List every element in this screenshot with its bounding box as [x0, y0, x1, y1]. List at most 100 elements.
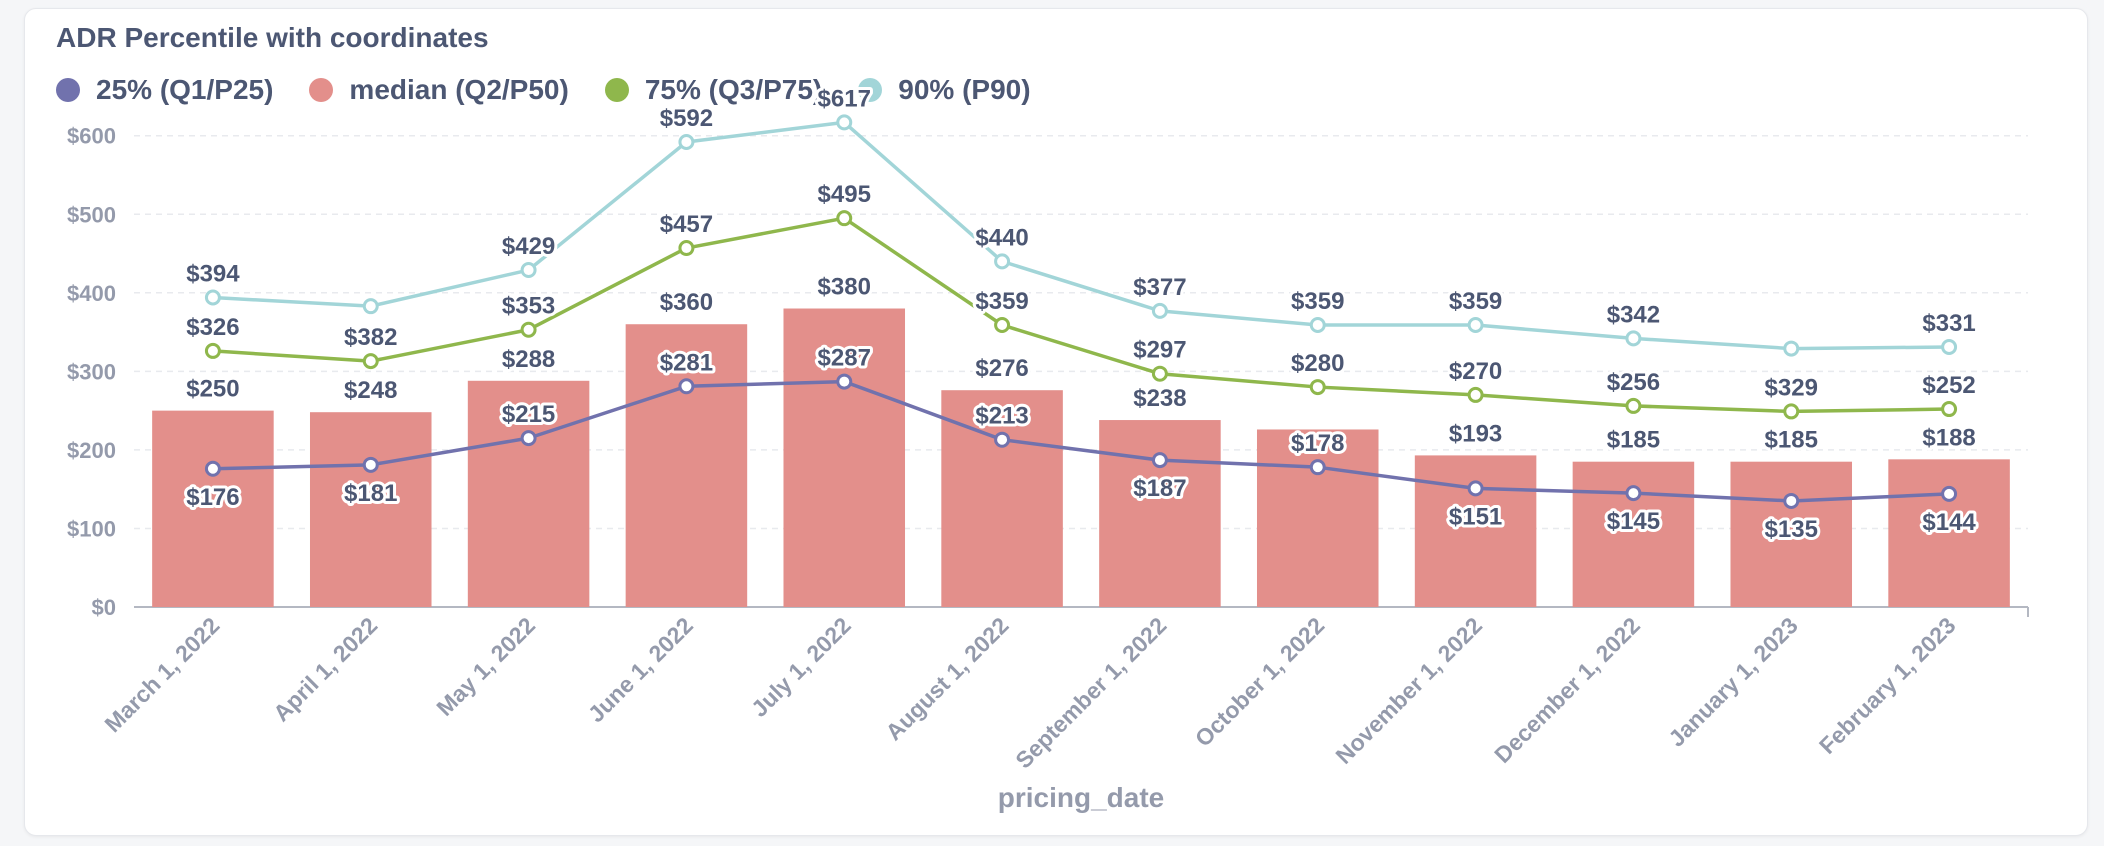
data-point[interactable]	[1783, 492, 1800, 509]
legend-item-p75[interactable]: 75% (Q3/P75)	[604, 74, 822, 106]
x-tick-label: January 1, 2023	[1663, 612, 1803, 752]
bar-value-label: $193	[1449, 420, 1502, 447]
legend-label-p90: 90% (P90)	[898, 74, 1031, 105]
data-point[interactable]	[1941, 401, 1958, 418]
p90-value-label: $359	[1449, 288, 1502, 315]
median-bar[interactable]	[783, 308, 906, 607]
data-point[interactable]	[836, 210, 853, 227]
data-point[interactable]	[1151, 302, 1168, 319]
legend-dot-p90	[858, 78, 883, 102]
p90-value-label: $592	[660, 105, 713, 132]
data-point[interactable]	[520, 262, 537, 279]
x-axis: March 1, 2022 April 1, 2022 May 1, 2022 Jun…	[99, 612, 1960, 773]
chart-title: ADR Percentile with coordinates	[56, 22, 489, 53]
median-bar[interactable]	[309, 412, 432, 607]
p90-value-label: $377	[1133, 274, 1186, 301]
p90-value-label: $342	[1607, 301, 1660, 328]
x-tick-label: July 1, 2022	[746, 612, 856, 722]
p75-value-label: $329	[1765, 374, 1818, 401]
data-point[interactable]	[1309, 317, 1326, 334]
bar-value-label: $250	[186, 376, 239, 403]
y-tick-label: $200	[67, 438, 116, 463]
bar-value-label: $288	[502, 346, 555, 373]
x-tick-label: November 1, 2022	[1330, 612, 1487, 769]
data-point[interactable]	[362, 353, 379, 370]
data-point[interactable]	[362, 456, 379, 473]
data-point[interactable]	[1941, 339, 1958, 356]
p25-value-label: $151	[1449, 503, 1502, 530]
p90-value-label: $429	[502, 233, 555, 260]
x-tick-label: August 1, 2022	[880, 612, 1013, 745]
data-point[interactable]	[1151, 365, 1168, 382]
data-point[interactable]	[1625, 397, 1642, 414]
y-axis: $0 $100 $200 $300 $400 $500 $600	[67, 124, 2029, 620]
x-axis-title: pricing_date	[998, 782, 1164, 813]
x-tick-label: April 1, 2022	[268, 612, 382, 726]
x-tick-label: September 1, 2022	[1010, 612, 1171, 773]
data-point[interactable]	[1941, 485, 1958, 502]
legend-label-median: median (Q2/P50)	[349, 74, 569, 105]
data-point[interactable]	[678, 133, 695, 150]
data-point[interactable]	[1783, 340, 1800, 357]
series-line	[212, 379, 1950, 503]
legend: 25% (Q1/P25) median (Q2/P50) 75% (Q3/P75…	[56, 74, 1067, 106]
median-bar[interactable]	[1099, 420, 1221, 607]
median-bar[interactable]	[1888, 459, 2010, 607]
data-point[interactable]	[204, 342, 221, 359]
data-point[interactable]	[994, 317, 1011, 334]
data-point[interactable]	[1151, 452, 1168, 469]
data-labels: $250 $248 $288 $360 $380 $276 $238 $193 $185 $185…	[183, 82, 1979, 546]
p75-value-label: $270	[1449, 358, 1502, 385]
data-point[interactable]	[1467, 480, 1484, 497]
x-tick-label: May 1, 2022	[431, 612, 540, 721]
x-tick-label: October 1, 2022	[1190, 612, 1330, 752]
data-point[interactable]	[1309, 459, 1326, 476]
data-point[interactable]	[520, 430, 537, 447]
median-bar[interactable]	[152, 410, 274, 607]
bar-value-label: $248	[344, 377, 397, 404]
data-point[interactable]	[678, 378, 695, 395]
legend-dot-p75	[604, 78, 629, 102]
median-bar[interactable]	[1256, 429, 1379, 607]
x-tick-label: March 1, 2022	[99, 612, 224, 737]
p25-value-label: $187	[1133, 475, 1186, 502]
p75-value-label: $256	[1607, 369, 1660, 396]
p75-value-label: $495	[818, 181, 871, 208]
series-line	[212, 120, 1950, 351]
median-bar[interactable]	[625, 324, 748, 607]
data-point[interactable]	[1783, 403, 1800, 420]
data-point[interactable]	[204, 289, 221, 306]
legend-item-p90[interactable]: 90% (P90)	[858, 74, 1031, 106]
bar-value-label: $238	[1133, 385, 1186, 412]
x-tick-label: June 1, 2022	[583, 612, 698, 727]
legend-item-p25[interactable]: 25% (Q1/P25)	[56, 74, 273, 106]
data-point[interactable]	[994, 253, 1011, 270]
data-point[interactable]	[836, 373, 853, 390]
series-line	[212, 216, 1950, 414]
data-point[interactable]	[1625, 485, 1642, 502]
data-point[interactable]	[362, 298, 379, 315]
p90-value-label: $359	[1291, 288, 1344, 315]
data-point[interactable]	[1625, 330, 1642, 347]
y-tick-label: $0	[92, 595, 116, 620]
median-bar[interactable]	[467, 380, 590, 607]
p75-value-label: $457	[660, 211, 713, 238]
median-bars	[152, 308, 2010, 607]
data-point[interactable]	[1467, 317, 1484, 334]
p90-value-label: $394	[186, 261, 240, 288]
data-point[interactable]	[836, 114, 853, 131]
data-point[interactable]	[204, 460, 221, 477]
data-point[interactable]	[1467, 386, 1484, 403]
p25-value-label: $215	[502, 401, 555, 428]
legend-item-median[interactable]: median (Q2/P50)	[309, 74, 569, 106]
y-tick-label: $400	[67, 281, 116, 306]
data-point[interactable]	[994, 431, 1011, 448]
data-point[interactable]	[520, 321, 537, 338]
data-point[interactable]	[678, 240, 695, 257]
p25-value-label: $145	[1607, 508, 1660, 535]
p25-value-label: $281	[660, 349, 713, 376]
median-bar[interactable]	[1730, 461, 1853, 607]
median-bar[interactable]	[1414, 455, 1537, 607]
data-point[interactable]	[1309, 379, 1326, 396]
